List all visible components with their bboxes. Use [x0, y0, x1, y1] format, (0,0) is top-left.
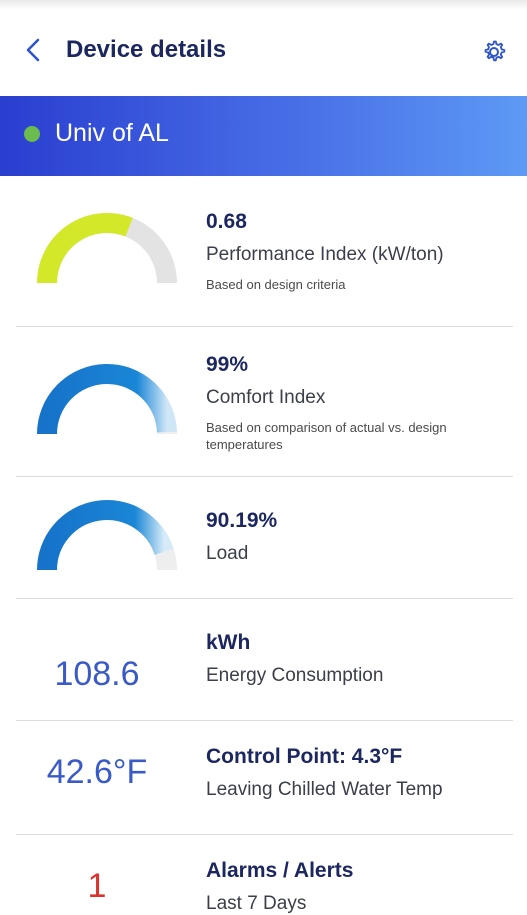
comfort-label: Comfort Index — [206, 387, 326, 408]
load-gauge — [37, 500, 177, 571]
energy-label: Energy Consumption — [206, 665, 384, 686]
metric-row-load[interactable]: 90.19% Load — [16, 477, 513, 599]
alarms-label: Last 7 Days — [206, 893, 307, 914]
status-bar — [0, 0, 527, 10]
energy-big-value: 108.6 — [54, 655, 140, 693]
performance-subtext: Based on design criteria — [206, 277, 346, 292]
control-point-label: Leaving Chilled Water Temp — [206, 779, 443, 800]
top-app-bar: Device details — [0, 10, 527, 96]
load-label: Load — [206, 543, 249, 564]
metric-row-comfort[interactable]: 99% Comfort Index Based on comparison of… — [16, 327, 513, 477]
performance-gauge — [37, 213, 177, 284]
energy-unit: kWh — [206, 631, 251, 654]
control-point-value: Control Point: 4.3°F — [206, 745, 403, 768]
page-title: Device details — [66, 36, 227, 63]
alarm-count: 1 — [87, 867, 107, 905]
back-chevron-icon[interactable] — [20, 36, 48, 64]
comfort-subtext: Based on comparison of actual vs. design… — [206, 420, 447, 452]
gauge-fill — [37, 213, 133, 284]
alarms-title: Alarms / Alerts — [206, 859, 354, 882]
gauge-fill — [37, 364, 177, 435]
control-big-value: 42.6°F — [46, 753, 148, 791]
online-status-dot — [24, 126, 40, 142]
performance-label: Performance Index (kW/ton) — [206, 244, 444, 265]
metric-row-energy[interactable]: 108.6 kWh Energy Consumption — [16, 599, 513, 721]
device-name: Univ of AL — [55, 119, 169, 147]
comfort-gauge — [37, 364, 177, 435]
metric-row-control-point[interactable]: 42.6°F Control Point: 4.3°F Leaving Chil… — [16, 721, 513, 835]
comfort-value: 99% — [206, 353, 249, 376]
gear-icon[interactable] — [481, 39, 507, 65]
metric-row-alarms[interactable]: 1 Alarms / Alerts Last 7 Days — [16, 835, 513, 915]
device-banner: Univ of AL — [0, 96, 527, 176]
metric-row-performance[interactable]: 0.68 Performance Index (kW/ton) Based on… — [16, 176, 513, 327]
gauge-fill — [37, 500, 174, 571]
load-value: 90.19% — [206, 509, 278, 532]
performance-value: 0.68 — [206, 210, 247, 233]
